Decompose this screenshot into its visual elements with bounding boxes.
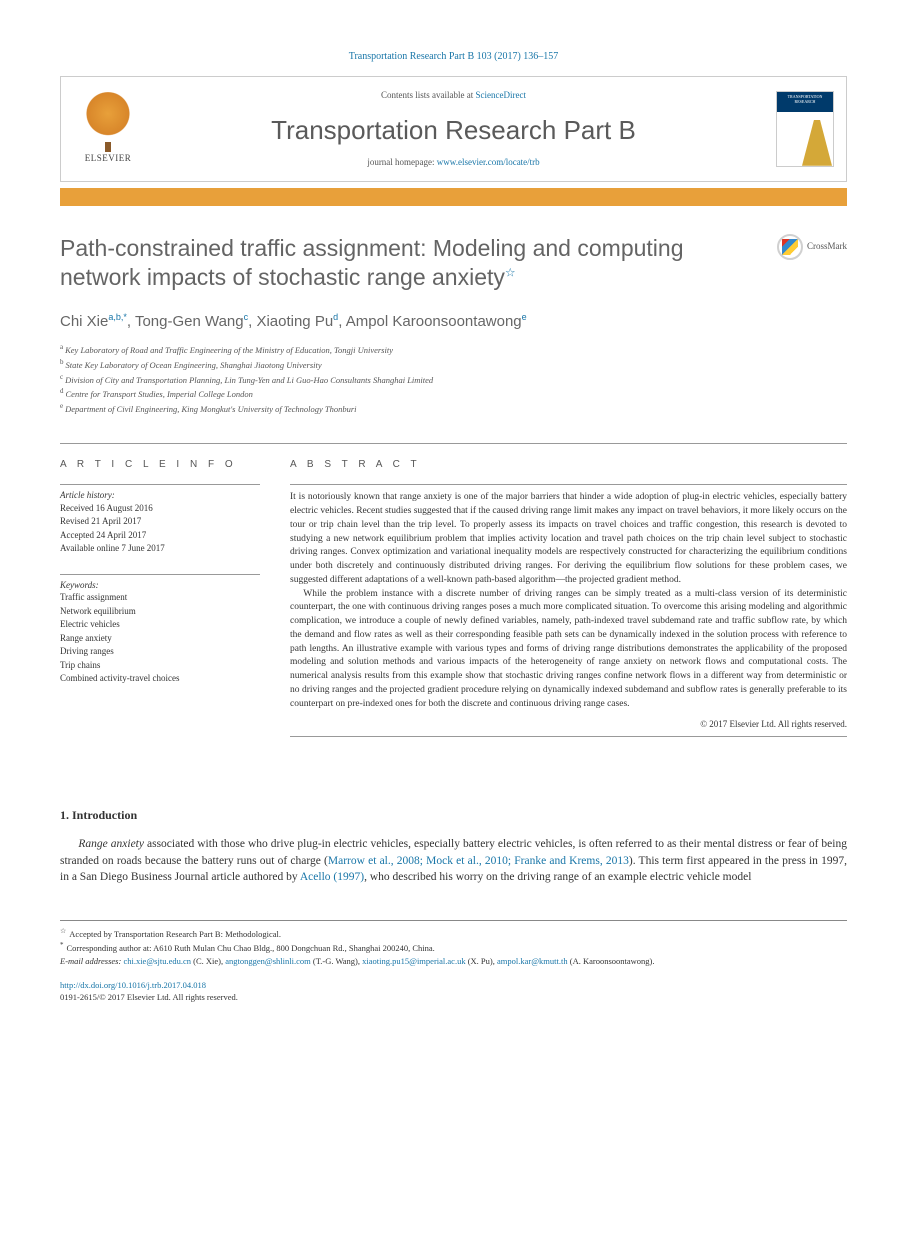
homepage-link[interactable]: www.elsevier.com/locate/trb <box>437 157 540 167</box>
homepage-prefix: journal homepage: <box>367 157 436 167</box>
asterisk-symbol: * <box>60 941 64 949</box>
author-affil-sup[interactable]: c <box>244 312 249 322</box>
info-heading: A R T I C L E I N F O <box>60 458 260 472</box>
footnote-corresponding: *Corresponding author at: A610 Ruth Mula… <box>60 940 847 955</box>
journal-cover-thumbnail: TRANSPORTATION RESEARCH <box>776 91 834 167</box>
affiliation-line: bState Key Laboratory of Ocean Engineeri… <box>60 357 847 372</box>
affiliation-sup: e <box>60 402 63 410</box>
author-affil-sup[interactable]: d <box>333 312 338 322</box>
keyword: Combined activity-travel choices <box>60 672 260 686</box>
email-link[interactable]: xiaoting.pu15@imperial.ac.uk <box>362 956 465 966</box>
elsevier-label: ELSEVIER <box>85 152 132 165</box>
footnote-emails: E-mail addresses: chi.xie@sjtu.edu.cn (C… <box>60 955 847 968</box>
elsevier-tree-icon <box>81 92 135 146</box>
doi-link[interactable]: http://dx.doi.org/10.1016/j.trb.2017.04.… <box>60 980 206 990</box>
affiliation-line: aKey Laboratory of Road and Traffic Engi… <box>60 342 847 357</box>
intro-body: Range anxiety associated with those who … <box>60 836 847 886</box>
keyword: Range anxiety <box>60 632 260 646</box>
doi-block: http://dx.doi.org/10.1016/j.trb.2017.04.… <box>60 980 847 1004</box>
keyword: Electric vehicles <box>60 618 260 632</box>
article-info-column: A R T I C L E I N F O Article history: R… <box>60 458 260 737</box>
section-1-heading: 1. Introduction <box>60 807 847 824</box>
contents-prefix: Contents lists available at <box>381 90 475 100</box>
affiliations: aKey Laboratory of Road and Traffic Engi… <box>60 342 847 415</box>
intro-citation-1[interactable]: Marrow et al., 2008; Mock et al., 2010; … <box>328 855 629 867</box>
authors-line: Chi Xiea,b,*, Tong-Gen Wangc, Xiaoting P… <box>60 311 847 332</box>
history-body: Received 16 August 2016Revised 21 April … <box>60 502 260 556</box>
article-title: Path-constrained traffic assignment: Mod… <box>60 234 757 294</box>
affiliation-sup: d <box>60 387 64 395</box>
issn-line: 0191-2615/© 2017 Elsevier Ltd. All right… <box>60 992 238 1002</box>
email-link[interactable]: chi.xie@sjtu.edu.cn <box>123 956 191 966</box>
history-label: Article history: <box>60 484 260 502</box>
cover-title: TRANSPORTATION RESEARCH <box>777 92 833 112</box>
accent-bar <box>60 188 847 206</box>
abstract-rule <box>290 736 847 737</box>
title-row: Path-constrained traffic assignment: Mod… <box>60 234 847 294</box>
email-link[interactable]: ampol.kar@kmutt.th <box>497 956 568 966</box>
crossmark-label: CrossMark <box>807 240 847 253</box>
citation-line: Transportation Research Part B 103 (2017… <box>60 50 847 64</box>
contents-line: Contents lists available at ScienceDirec… <box>161 89 746 102</box>
intro-term: Range anxiety <box>78 838 144 850</box>
keyword: Traffic assignment <box>60 591 260 605</box>
affiliation-sup: a <box>60 343 63 351</box>
footnote-accepted-text: Accepted by Transportation Research Part… <box>69 929 281 939</box>
keyword: Driving ranges <box>60 645 260 659</box>
abstract-para-2: While the problem instance with a discre… <box>290 588 847 712</box>
abstract-text: It is notoriously known that range anxie… <box>290 484 847 711</box>
email-label: E-mail addresses: <box>60 956 123 966</box>
keyword: Network equilibrium <box>60 605 260 619</box>
affiliation-line: dCentre for Transport Studies, Imperial … <box>60 386 847 401</box>
title-text: Path-constrained traffic assignment: Mod… <box>60 235 683 291</box>
keywords-body: Traffic assignmentNetwork equilibriumEle… <box>60 591 260 686</box>
elsevier-logo: ELSEVIER <box>73 91 143 167</box>
sciencedirect-link[interactable]: ScienceDirect <box>476 90 526 100</box>
intro-citation-2[interactable]: Acello (1997) <box>300 871 364 883</box>
cover-road-icon <box>802 120 832 166</box>
affiliation-sup: b <box>60 358 64 366</box>
journal-title: Transportation Research Part B <box>161 112 746 148</box>
crossmark-icon <box>777 234 803 260</box>
keyword: Trip chains <box>60 659 260 673</box>
note-symbol: ☆ <box>60 927 66 935</box>
history-line: Accepted 24 April 2017 <box>60 529 260 543</box>
history-line: Received 16 August 2016 <box>60 502 260 516</box>
info-abstract-row: A R T I C L E I N F O Article history: R… <box>60 443 847 737</box>
copyright: © 2017 Elsevier Ltd. All rights reserved… <box>290 718 847 731</box>
footnote-corresponding-text: Corresponding author at: A610 Ruth Mulan… <box>67 943 435 953</box>
history-line: Available online 7 June 2017 <box>60 542 260 556</box>
abstract-column: A B S T R A C T It is notoriously known … <box>290 458 847 737</box>
author-affil-sup[interactable]: a,b,* <box>108 312 127 322</box>
abstract-para-1: It is notoriously known that range anxie… <box>290 491 847 587</box>
affiliation-line: cDivision of City and Transportation Pla… <box>60 372 847 387</box>
affiliation-sup: c <box>60 373 63 381</box>
cover-art <box>777 112 833 166</box>
crossmark-badge[interactable]: CrossMark <box>777 234 847 260</box>
journal-header: ELSEVIER Contents lists available at Sci… <box>60 76 847 182</box>
affiliation-line: eDepartment of Civil Engineering, King M… <box>60 401 847 416</box>
title-note-symbol: ☆ <box>505 266 516 280</box>
homepage-line: journal homepage: www.elsevier.com/locat… <box>161 156 746 169</box>
author-affil-sup[interactable]: e <box>522 312 527 322</box>
history-line: Revised 21 April 2017 <box>60 515 260 529</box>
email-link[interactable]: angtonggen@shlinli.com <box>225 956 311 966</box>
intro-text-3: , who described his worry on the driving… <box>364 871 751 883</box>
page: Transportation Research Part B 103 (2017… <box>0 0 907 1044</box>
abstract-heading: A B S T R A C T <box>290 458 847 472</box>
keywords-label: Keywords: <box>60 574 260 592</box>
footnote-accepted: ☆Accepted by Transportation Research Par… <box>60 926 847 941</box>
footnotes: ☆Accepted by Transportation Research Par… <box>60 920 847 968</box>
